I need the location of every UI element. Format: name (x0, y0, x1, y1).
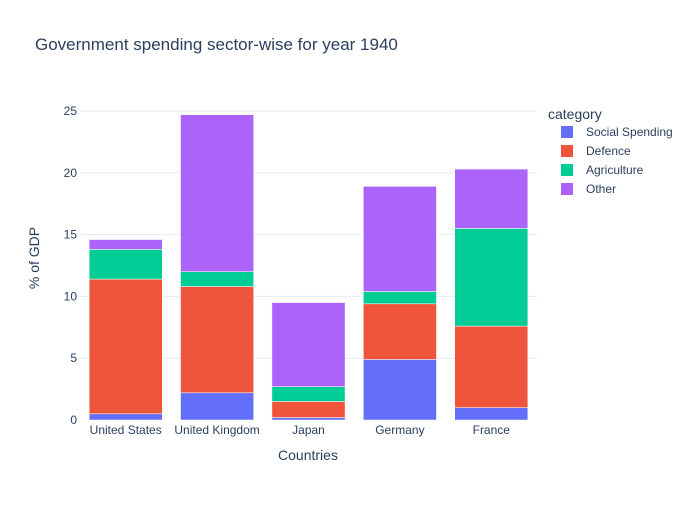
bar-segment[interactable] (454, 168, 529, 229)
bar-segment[interactable] (180, 271, 254, 287)
legend-item[interactable]: Defence (561, 144, 631, 158)
bar-segment[interactable] (88, 413, 163, 421)
y-tick-label: 5 (70, 351, 77, 365)
y-tick-label: 10 (64, 289, 78, 303)
bar-segment[interactable] (454, 325, 529, 408)
y-tick-label: 20 (64, 166, 78, 180)
bar-segment[interactable] (88, 278, 163, 415)
bar-segment[interactable] (88, 239, 163, 250)
x-axis-title: Countries (278, 447, 338, 463)
legend-label: Social Spending (586, 125, 673, 139)
x-tick-label: Germany (375, 423, 424, 437)
legend-item[interactable]: Social Spending (561, 125, 673, 139)
legend-label: Other (586, 182, 616, 196)
legend-title: category (548, 106, 602, 122)
legend-label: Defence (586, 144, 631, 158)
bar-segment[interactable] (271, 302, 346, 387)
y-tick-label: 15 (64, 228, 78, 242)
legend-swatch (561, 183, 573, 195)
bar-segment[interactable] (363, 303, 437, 360)
legend-items: Social Spending Defence Agriculture Other (561, 125, 673, 196)
x-tick-label: United States (90, 423, 162, 437)
bar-segment[interactable] (271, 386, 346, 402)
bar-segment[interactable] (363, 186, 437, 292)
bar-segment[interactable] (180, 392, 254, 421)
chart-title: Government spending sector-wise for year… (35, 35, 398, 54)
legend-swatch (561, 164, 573, 176)
x-axis-ticks: United States United Kingdom Japan Germany F… (90, 423, 511, 437)
legend-item[interactable]: Agriculture (561, 163, 644, 177)
bar-segment[interactable] (180, 286, 254, 394)
y-tick-label: 25 (64, 104, 78, 118)
bar-segment[interactable] (454, 407, 529, 421)
legend-item[interactable]: Other (561, 182, 616, 196)
y-tick-label: 0 (70, 413, 77, 427)
legend-swatch (561, 145, 573, 157)
bar-segment[interactable] (180, 114, 254, 272)
bar-segment[interactable] (271, 417, 346, 421)
legend: category Social Spending Defence Agricultu… (548, 106, 673, 196)
bars (88, 114, 529, 421)
x-tick-label: Japan (292, 423, 325, 437)
y-axis-title: % of GDP (26, 227, 42, 289)
bar-segment[interactable] (363, 359, 437, 421)
x-tick-label: France (473, 423, 511, 437)
bar-segment[interactable] (88, 249, 163, 280)
bar-segment[interactable] (363, 291, 437, 305)
x-tick-label: United Kingdom (174, 423, 259, 437)
bar-segment[interactable] (271, 401, 346, 418)
legend-label: Agriculture (586, 163, 644, 177)
bar-segment[interactable] (454, 228, 529, 327)
legend-swatch (561, 126, 573, 138)
y-axis-ticks: 0 5 10 15 20 25 (64, 104, 78, 427)
